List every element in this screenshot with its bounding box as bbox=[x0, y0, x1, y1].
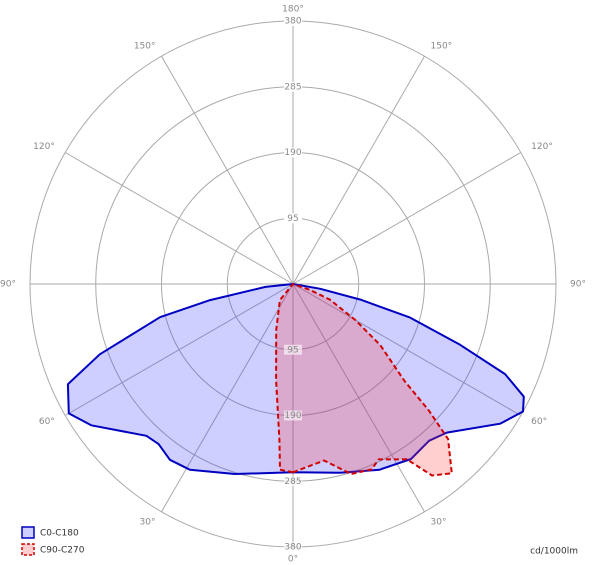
grid-spoke bbox=[161, 55, 294, 285]
legend-swatch bbox=[21, 543, 35, 556]
r-tick-label: 95 bbox=[287, 345, 298, 355]
grid-spoke bbox=[292, 152, 522, 285]
angle-label: 120° bbox=[531, 142, 553, 152]
series-area bbox=[275, 283, 453, 477]
r-tick-label: 380 bbox=[284, 17, 301, 27]
legend-label: C0-C180 bbox=[40, 529, 79, 539]
series-area bbox=[66, 283, 525, 475]
tick-label-bg bbox=[284, 410, 302, 421]
unit-label: cd/1000lm bbox=[530, 547, 578, 557]
angle-label: 30° bbox=[431, 518, 447, 528]
angle-label: 60° bbox=[531, 417, 547, 427]
grid-spoke bbox=[64, 152, 294, 285]
tick-label-bg bbox=[284, 213, 302, 224]
angle-label: 90° bbox=[570, 280, 586, 290]
r-tick-label: 380 bbox=[284, 543, 301, 553]
r-tick-label: 190 bbox=[284, 411, 301, 421]
grid-spoke bbox=[292, 283, 522, 416]
angle-label: 120° bbox=[33, 142, 55, 152]
tick-label-bg bbox=[284, 81, 302, 92]
angle-label: 30° bbox=[140, 518, 156, 528]
r-tick-label: 285 bbox=[284, 82, 301, 92]
grid-spoke bbox=[161, 283, 294, 513]
r-tick-label: 285 bbox=[284, 477, 301, 487]
angle-label: 0° bbox=[288, 555, 298, 565]
angle-label: 180° bbox=[282, 5, 304, 15]
grid-spoke bbox=[292, 283, 425, 513]
legend-label: C90-C270 bbox=[40, 546, 85, 556]
tick-label-bg bbox=[284, 476, 302, 487]
tick-label-bg bbox=[284, 542, 302, 552]
angle-label: 150° bbox=[431, 41, 453, 51]
tick-label-bg bbox=[284, 147, 302, 158]
r-tick-label: 95 bbox=[287, 214, 298, 224]
grid-spoke bbox=[292, 55, 425, 285]
tick-label-bg bbox=[284, 16, 302, 26]
angle-label: 60° bbox=[39, 417, 55, 427]
angle-label: 90° bbox=[0, 280, 16, 290]
grid-spoke bbox=[64, 283, 294, 416]
angle-label: 150° bbox=[134, 41, 156, 51]
tick-label-bg bbox=[284, 344, 302, 355]
r-tick-label: 190 bbox=[284, 148, 301, 158]
legend-swatch bbox=[21, 526, 35, 539]
